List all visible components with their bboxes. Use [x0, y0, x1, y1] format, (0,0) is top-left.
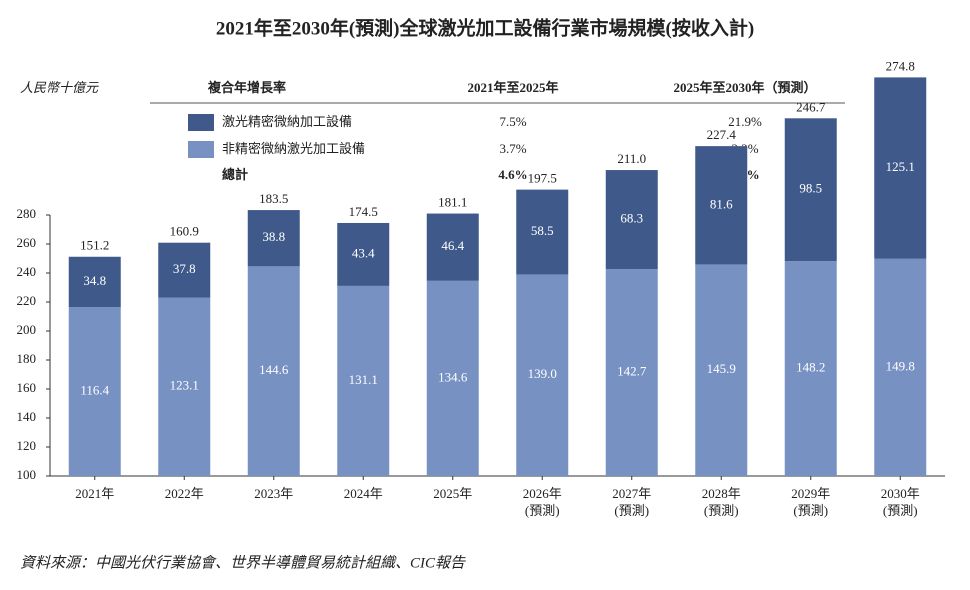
x-tick-label: 2021年	[75, 486, 115, 501]
x-tick-label: 2030年 (預測)	[880, 486, 920, 518]
value-label: 148.2	[796, 360, 825, 375]
value-label: 58.5	[531, 223, 554, 238]
value-label: 131.1	[349, 372, 378, 387]
table-header: 2021年至2025年	[467, 80, 558, 95]
value-label: 149.8	[886, 358, 915, 373]
value-label: 145.9	[707, 361, 736, 376]
y-tick-label: 240	[17, 264, 37, 279]
chart-title: 2021年至2030年(預測)全球激光加工設備行業市場規模(按收入計)	[216, 16, 754, 39]
value-label: 34.8	[83, 273, 106, 288]
bar-segment	[695, 146, 748, 265]
unit-label: 人民幣十億元	[20, 80, 99, 95]
x-tick-label: 2023年	[254, 486, 294, 501]
x-tick-label: 2027年 (預測)	[612, 486, 652, 518]
value-label: 43.4	[352, 245, 375, 260]
total-label: 181.1	[438, 195, 467, 210]
bar-segment	[605, 269, 658, 476]
value-label: 123.1	[170, 378, 199, 393]
y-tick-label: 160	[17, 380, 37, 395]
bar-segment	[426, 213, 479, 281]
legend-label: 激光精密微納加工設備	[222, 114, 352, 129]
total-label: 183.5	[259, 191, 288, 206]
legend-swatch	[188, 141, 214, 158]
x-tick-label: 2025年	[433, 486, 473, 501]
bar-segment	[784, 261, 837, 476]
value-label: 98.5	[799, 181, 822, 196]
value-label: 81.6	[710, 196, 733, 211]
bar-segment	[158, 297, 211, 476]
value-label: 46.4	[441, 238, 464, 253]
y-tick-label: 180	[17, 351, 37, 366]
total-label: 197.5	[528, 171, 557, 186]
legend-label: 非精密微納激光加工設備	[222, 141, 365, 156]
value-label: 142.7	[617, 364, 647, 379]
bar-segment	[426, 280, 479, 476]
x-tick-label: 2026年 (預測)	[522, 486, 562, 518]
x-tick-label: 2029年 (預測)	[791, 486, 831, 518]
bar-segment	[605, 170, 658, 270]
table-cell: 4.6%	[498, 167, 527, 182]
table-cell: 21.9%	[728, 114, 762, 129]
bar-segment	[695, 264, 748, 476]
value-label: 144.6	[259, 362, 289, 377]
bar-segment	[68, 256, 121, 308]
legend-swatch	[188, 114, 214, 131]
bar-segment	[784, 118, 837, 262]
bar-segment	[158, 242, 211, 298]
value-label: 125.1	[886, 159, 915, 174]
value-label: 139.0	[528, 366, 557, 381]
total-label: 160.9	[170, 224, 199, 239]
total-label: 174.5	[349, 204, 378, 219]
table-header: 2025年至2030年（預測）	[673, 80, 816, 95]
y-tick-label: 120	[17, 438, 37, 453]
bar-segment	[516, 274, 569, 476]
table-header: 複合年增長率	[207, 80, 286, 95]
total-label: 246.7	[796, 99, 826, 114]
total-label: 274.8	[886, 58, 915, 73]
bar-segment	[874, 258, 927, 476]
total-label: 211.0	[617, 151, 646, 166]
x-tick-label: 2022年	[164, 486, 204, 501]
total-label: 227.4	[707, 127, 737, 142]
total-label: 151.2	[80, 238, 109, 253]
x-tick-label: 2028年 (預測)	[701, 486, 741, 518]
y-tick-label: 220	[17, 293, 37, 308]
bar-segment	[516, 189, 569, 275]
value-label: 134.6	[438, 369, 468, 384]
value-label: 37.8	[173, 261, 196, 276]
bar-segment	[247, 266, 300, 476]
bar-segment	[874, 77, 927, 259]
value-label: 68.3	[620, 211, 643, 226]
x-tick-label: 2024年	[343, 486, 383, 501]
source: 資料來源：中國光伏行業協會、世界半導體貿易統計組織、CIC報告	[20, 554, 466, 571]
bar-segment	[68, 307, 121, 476]
bar-segment	[247, 210, 300, 267]
table-cell: 3.7%	[499, 141, 526, 156]
y-tick-label: 100	[17, 467, 37, 482]
table-cell: 7.5%	[499, 114, 526, 129]
y-tick-label: 280	[17, 206, 37, 221]
bar-segment	[337, 222, 390, 286]
value-label: 116.4	[80, 383, 109, 398]
y-tick-label: 140	[17, 409, 37, 424]
table-cell: 總計	[222, 167, 248, 182]
bar-segment	[337, 285, 390, 476]
value-label: 38.8	[262, 229, 285, 244]
y-tick-label: 260	[17, 235, 37, 250]
y-tick-label: 200	[17, 322, 37, 337]
